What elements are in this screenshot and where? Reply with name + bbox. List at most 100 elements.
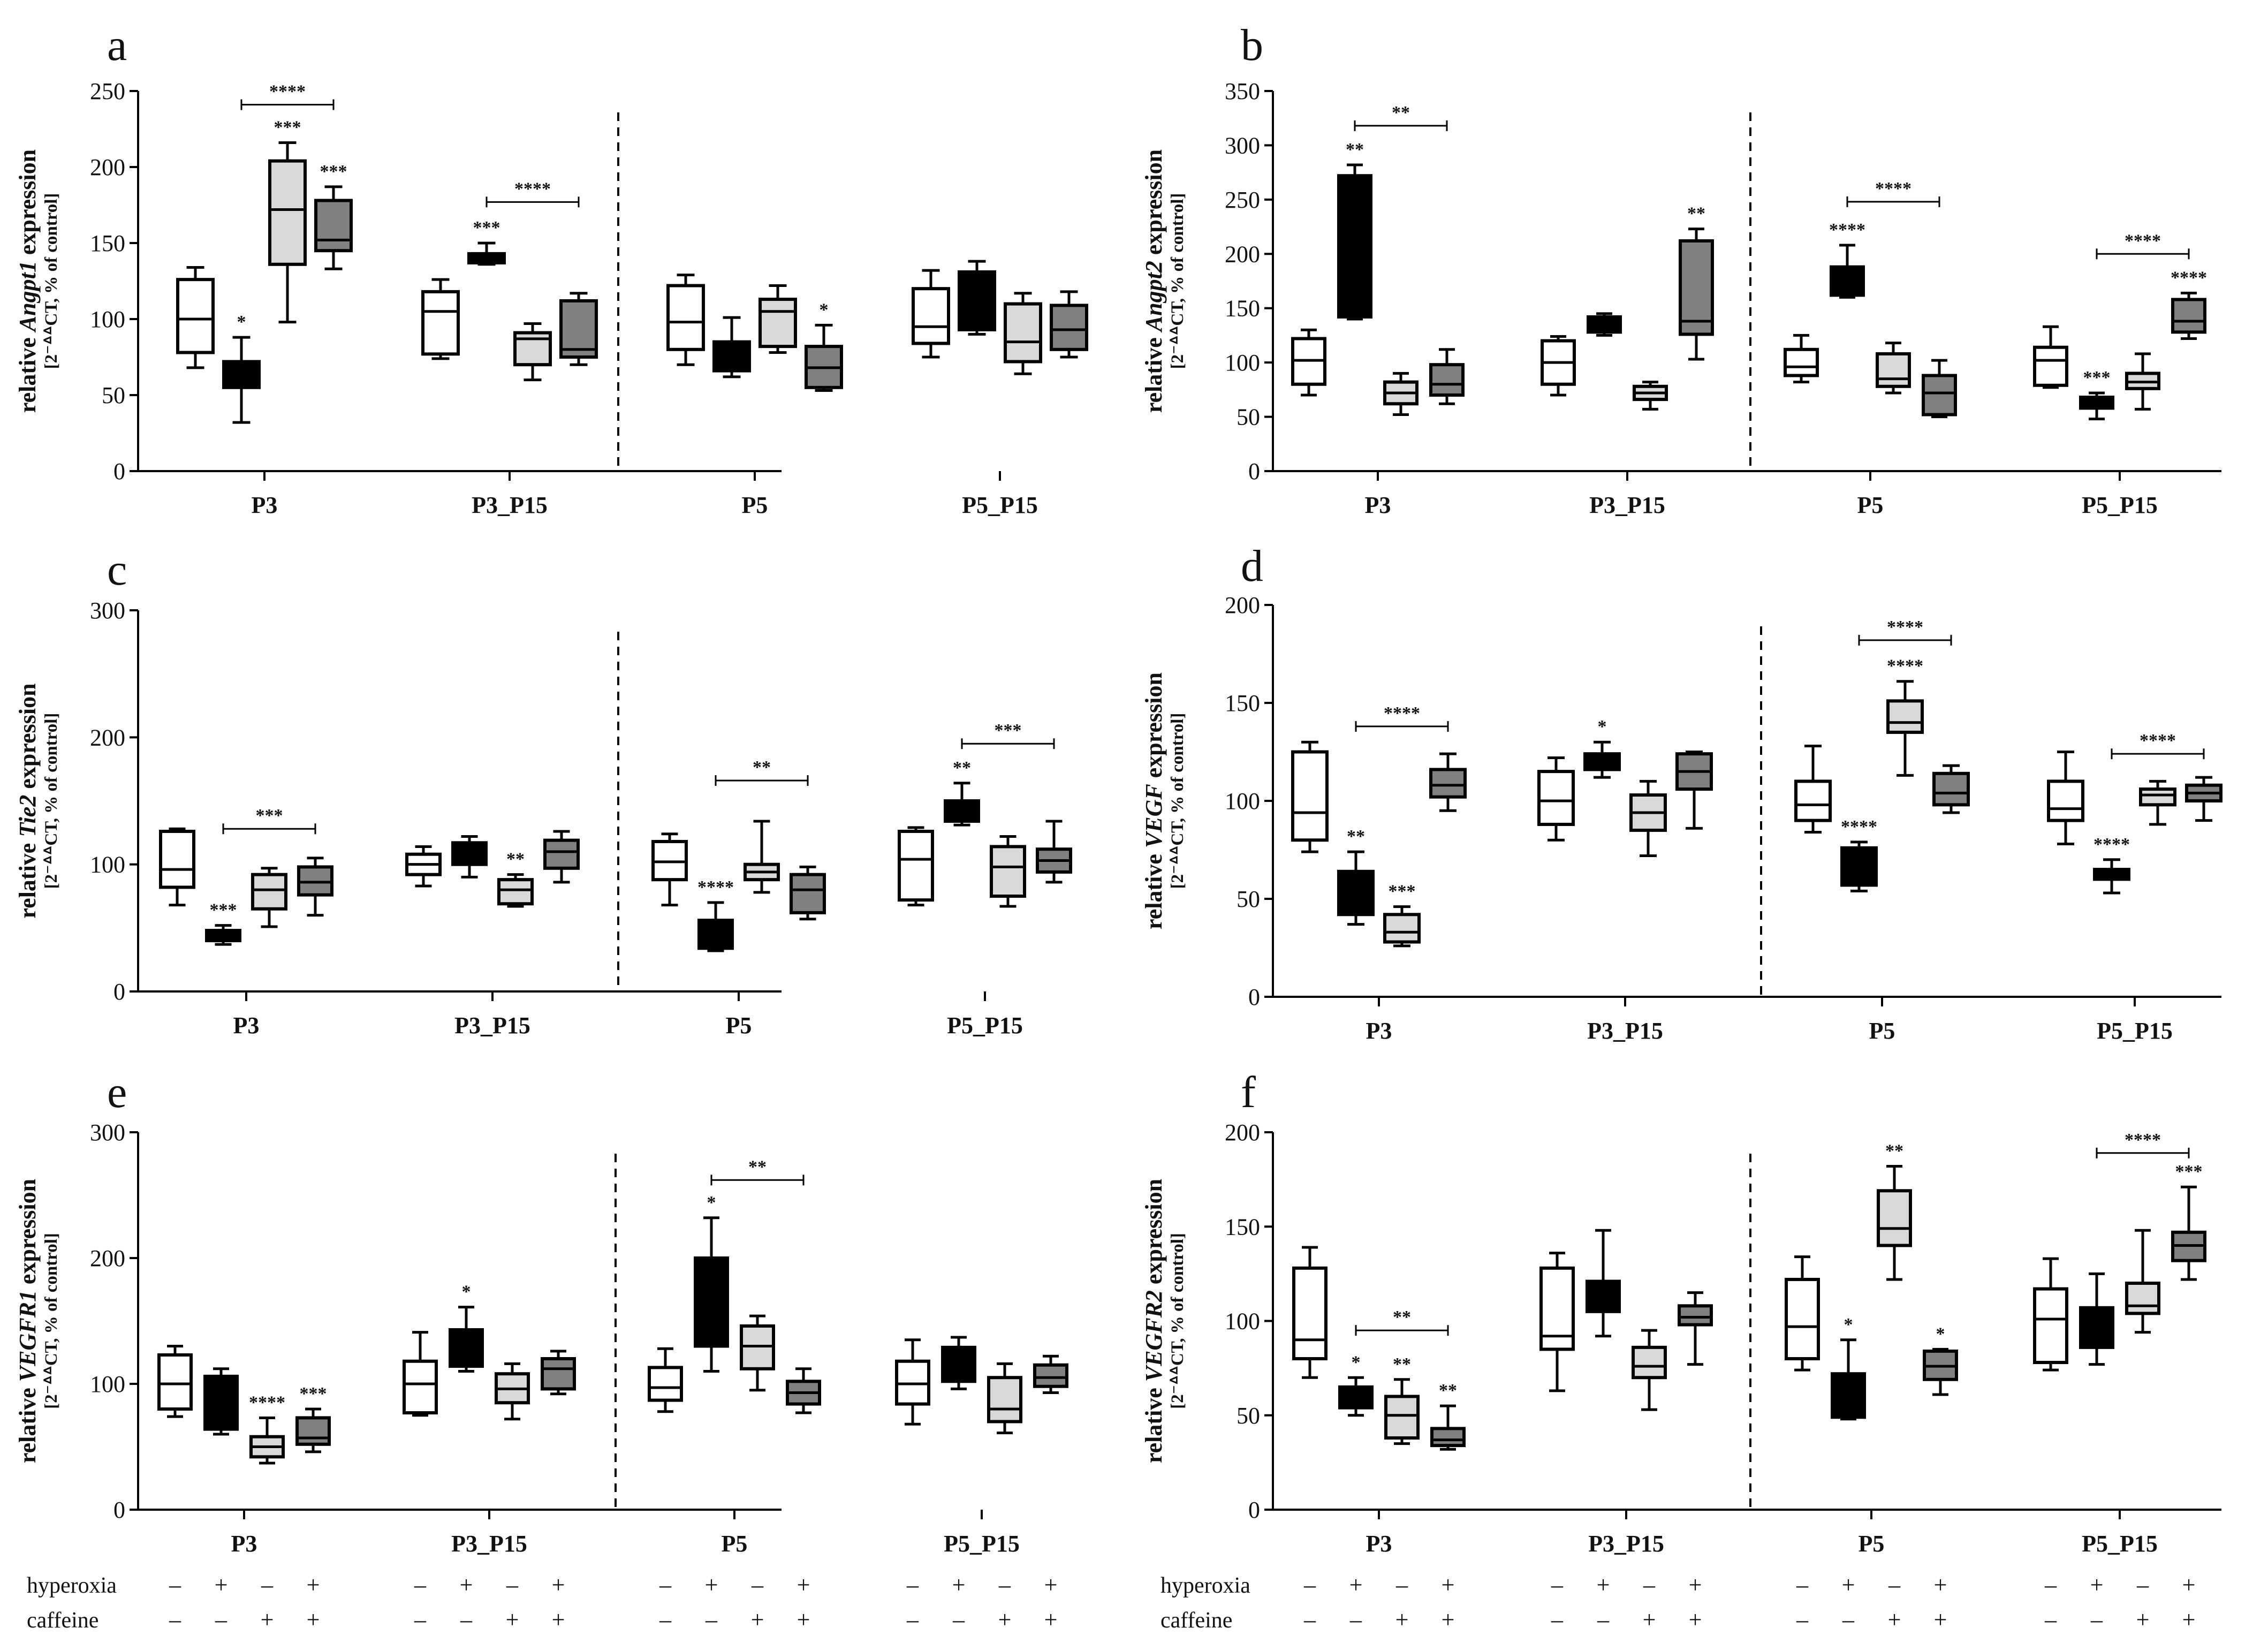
x-category-label: P5_P15 [2097,1018,2173,1044]
condition-sign: + [1395,1607,1409,1633]
y-tick-label: 0 [1248,1497,1260,1523]
significance-star: *** [320,162,347,181]
box-P3-0 [1291,740,1329,853]
box-P3_P15-2 [1629,779,1667,857]
box-body [1678,1304,1713,1327]
condition-sign: – [414,1572,427,1598]
box-P5_P15-3 [2185,776,2223,822]
box-P3-2 [268,141,307,324]
chart-panel-d: d 0 50 100 150 200 P3 P3_P15 P5 P5_P15 relative VE… [1141,541,2223,1044]
panel-letter: e [107,1067,127,1117]
box-P3-1 [1337,850,1375,926]
x-category-label: P3 [1365,492,1391,518]
condition-sign: + [307,1572,320,1598]
significance-star: **** [697,877,734,897]
significance-star: * [1598,717,1607,737]
x-category-label: P3_P15 [1588,1531,1664,1557]
y-axis-sublabel: [2⁻ᐞᐞCT, % of control] [42,1233,61,1409]
box-body [1429,363,1465,397]
box-body [2139,787,2176,807]
condition-sign: – [952,1607,965,1633]
x-category-label: P3 [1366,1531,1392,1557]
bracket-label: **** [514,179,551,199]
significance-star: * [820,300,829,320]
significance-bracket: **** [2111,731,2205,760]
box-P5_P15-1 [944,782,980,827]
box-P5-1 [1831,1338,1866,1421]
y-tick-label: 50 [102,382,125,408]
condition-label: hyperoxia [27,1573,117,1598]
panel-letter: b [1241,20,1263,70]
condition-sign: + [1442,1607,1455,1633]
condition-sign: + [797,1607,810,1633]
box-P3-2 [1383,372,1419,416]
box-body [2171,298,2206,334]
condition-sign: + [1888,1607,1901,1633]
y-tick-label: 150 [1225,1214,1260,1240]
x-category-label: P3_P15 [1589,492,1665,518]
box-body [251,873,287,911]
box-P5_P15-1 [958,260,996,336]
box-P5-0 [1794,745,1832,834]
condition-sign: – [1349,1607,1362,1633]
box-P3_P15-3 [1679,228,1714,361]
significance-star: * [1352,1352,1361,1372]
y-tick-label: 200 [1225,592,1260,618]
box-body [697,919,734,950]
condition-sign: + [2136,1607,2150,1633]
box-P5_P15-1 [2079,391,2114,421]
box-P5-3 [1923,1347,1958,1396]
significance-bracket: **** [240,82,335,110]
bracket-label: ** [753,758,771,777]
box-body [1291,750,1329,842]
box-P3-0 [159,827,195,907]
bracket-label: **** [1384,703,1420,723]
box-P5_P15-0 [2033,325,2068,389]
box-P5-2 [1877,1164,1912,1281]
box-P5-1 [1840,840,1878,892]
box-body [314,199,353,253]
chart-panel-c: c 0 100 200 300 P3 P3_P15 P5 P5_P15 relative Tie2… [14,545,1072,1039]
box-P5-2 [1876,342,1911,395]
x-category-label: P3_P15 [454,1012,530,1039]
y-axis-label: relative Angpt1 expression [14,149,41,413]
x-category-label: P5_P15 [947,1012,1023,1039]
bracket-label: **** [1875,179,1912,199]
box-P3_P15-1 [467,241,506,266]
box-body [1840,846,1878,887]
box-P3-1 [205,924,241,946]
box-body [1033,1363,1068,1388]
box-P3_P15-1 [449,1306,484,1373]
condition-sign: + [1934,1572,1947,1598]
condition-sign: + [460,1572,473,1598]
box-body [497,878,534,906]
box-body [268,159,307,266]
condition-sign: + [1044,1607,1058,1633]
box-P5-3 [1922,359,1957,419]
y-axis-sublabel: [2⁻ᐞᐞCT, % of control] [42,193,61,369]
significance-star: * [1844,1315,1853,1335]
box-P5_P15-1 [2079,1272,2114,1366]
box-body [666,284,705,351]
box-P3_P15-3 [1675,751,1713,830]
box-P5-0 [1785,1255,1820,1372]
y-tick-label: 100 [90,1371,125,1397]
significance-star: ** [1687,204,1705,224]
condition-sign: – [906,1572,919,1598]
chart-panel-f: f 0 50 100 150 200 P3 P3_P15 P5 P5_P15 relative VE… [1141,1067,2221,1633]
y-tick-label: 200 [90,724,125,751]
box-P5-0 [648,1347,683,1413]
y-tick-label: 100 [90,852,125,878]
box-body [2047,779,2084,822]
significance-bracket: ** [710,1157,805,1186]
y-tick-label: 150 [1225,690,1260,716]
box-body [1932,771,1970,807]
condition-sign: – [1796,1572,1809,1598]
x-category-label: P3_P15 [472,492,548,518]
box-P5_P15-2 [2125,352,2160,411]
box-P3-1 [222,336,261,424]
box-body [421,290,460,356]
bracket-label: **** [2125,231,2161,251]
significance-star: ** [1885,1141,1903,1161]
box-body [1537,770,1575,826]
